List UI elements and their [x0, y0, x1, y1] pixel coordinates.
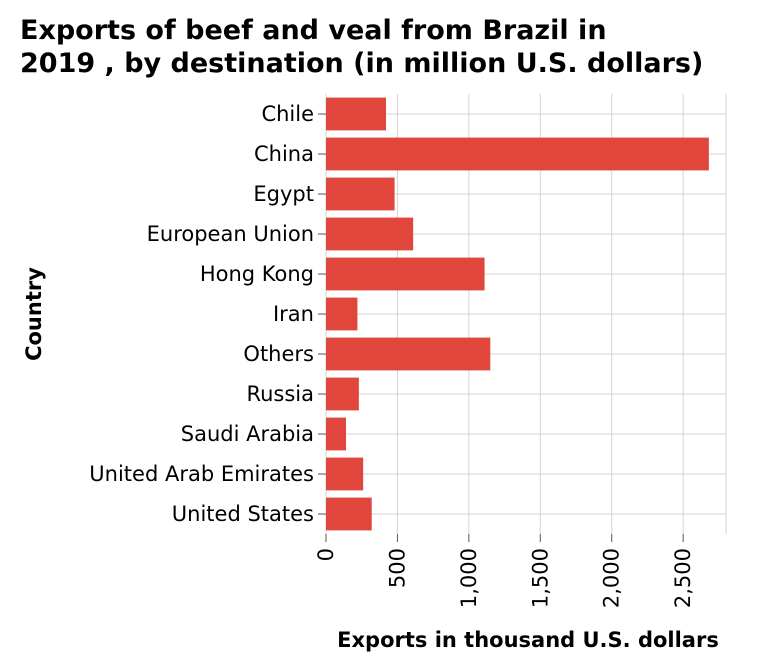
bar [326, 377, 359, 411]
x-tick-label: 2,500 [671, 548, 695, 608]
bar [326, 337, 491, 371]
y-tick-label: China [254, 142, 314, 166]
x-tick-label: 500 [385, 548, 409, 588]
y-tick-label: Saudi Arabia [181, 422, 314, 446]
x-tick-label: 0 [314, 548, 338, 561]
bar [326, 457, 364, 491]
y-tick-label: Others [243, 342, 314, 366]
y-tick-label: Iran [273, 302, 314, 326]
y-axis-title: Country [22, 267, 46, 361]
y-tick-label: United Arab Emirates [89, 462, 314, 486]
y-tick-label: United States [172, 502, 314, 526]
y-tick-label: Russia [246, 382, 314, 406]
y-tick-label: European Union [147, 222, 314, 246]
x-tick-label: 2,000 [600, 548, 624, 608]
y-tick-label: Chile [261, 102, 314, 126]
bar [326, 177, 395, 211]
chart-title: Exports of beef and veal from Brazil in … [20, 14, 760, 80]
bar [326, 137, 709, 171]
bar [326, 97, 386, 131]
x-tick-label: 1,000 [457, 548, 481, 608]
x-axis: 0 500 1,000 1,500 2,000 2,500 [314, 534, 695, 608]
bar [326, 257, 485, 291]
x-tick-label: 1,500 [528, 548, 552, 608]
x-axis-title: Exports in thousand U.S. dollars [337, 628, 719, 652]
y-tick-label: Hong Kong [200, 262, 314, 286]
y-axis: Chile China Egypt European Union Hong Kong Ir… [89, 102, 326, 526]
bars [326, 97, 709, 531]
bar [326, 297, 358, 331]
chart-title-line-1: Exports of beef and veal from Brazil in [20, 15, 607, 46]
chart-title-line-2: 2019 , by destination (in million U.S. d… [20, 48, 704, 79]
y-tick-label: Egypt [253, 182, 314, 206]
bar [326, 497, 372, 531]
bar [326, 417, 346, 451]
bar [326, 217, 414, 251]
